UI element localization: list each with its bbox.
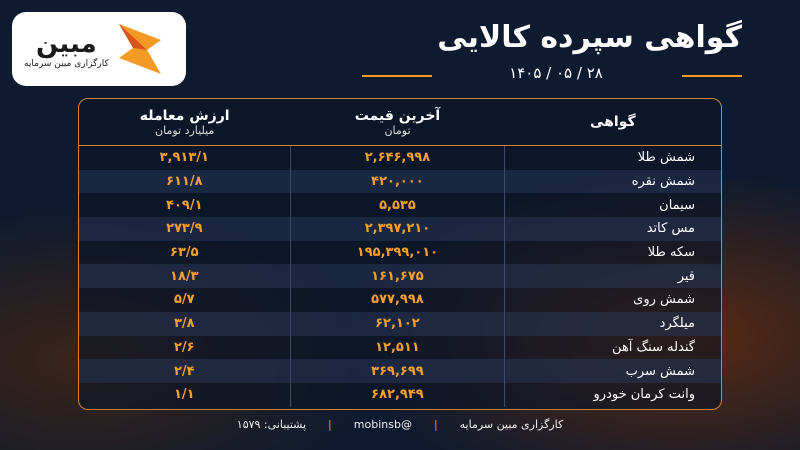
table-cell: ۴۲۰,۰۰۰: [289, 169, 506, 194]
table-cell: شمش طلا: [637, 150, 695, 166]
logo-subtitle: کارگزاری مبین سرمایه: [24, 59, 109, 69]
logo-text: مبین کارگزاری مبین سرمایه: [24, 29, 109, 69]
table-cell: وانت کرمان خودرو: [593, 387, 695, 403]
table-cell: ۵,۵۳۵: [289, 193, 506, 218]
table-cell: سکه طلا: [647, 245, 695, 261]
handle: @mobinsb: [353, 418, 412, 431]
table-cell: گندله سنگ آهن: [612, 339, 695, 355]
divider: [682, 75, 742, 77]
table-cell: ۵/۷: [174, 292, 195, 308]
logo-icon: [118, 24, 161, 74]
table-cell: ۴۰۹/۱: [166, 197, 203, 213]
divider: [362, 75, 432, 77]
broker: کارگزاری مبین سرمایه: [459, 418, 564, 431]
table-cell: ۳۶۹,۶۹۹: [289, 359, 506, 383]
column-header: ارزش معامله میلیارد تومان: [139, 107, 230, 137]
date: ۱۴۰۵ / ۰۵ / ۲۸: [509, 64, 603, 82]
table-row: قیر ۱۶۱,۶۷۵ ۱۸/۳: [79, 264, 721, 289]
column-header: آخرین قیمت تومان: [354, 107, 441, 137]
table-row: شمش طلا ۲,۶۴۶,۹۹۸ ۳,۹۱۳/۱: [79, 146, 721, 170]
table-header: گواهی آخرین قیمت تومان ارزش معامله میلیارد…: [79, 99, 721, 146]
table-row: میلگرد ۶۲,۱۰۲ ۳/۸: [79, 311, 721, 336]
title: گواهی سپرده کالایی: [437, 20, 742, 55]
column-header: گواهی: [590, 114, 636, 130]
table-cell: شمش نقره: [631, 174, 695, 190]
table-cell: ۶۳/۵: [170, 245, 199, 261]
table-row: سیمان ۵,۵۳۵ ۴۰۹/۱: [79, 193, 721, 218]
table-cell: ۱/۱: [174, 387, 195, 403]
table-cell: ۶۸۲,۹۴۹: [289, 382, 506, 407]
table-row: شمش روی ۵۷۷,۹۹۸ ۵/۷: [79, 288, 721, 312]
table-cell: ۲/۶: [174, 339, 195, 355]
table: گواهی آخرین قیمت تومان ارزش معامله میلیارد…: [78, 98, 722, 410]
table-cell: شمش روی: [633, 292, 695, 308]
footer: کارگزاری مبین سرمایه | @mobinsb | پشتیبانی…: [236, 418, 564, 431]
table-cell: ۱۹۵,۳۹۹,۰۱۰: [289, 240, 506, 265]
table-cell: ۵۷۷,۹۹۸: [289, 288, 506, 312]
table-cell: ۲/۴: [174, 363, 195, 379]
table-cell: ۶۲,۱۰۲: [289, 311, 506, 336]
table-row: سکه طلا ۱۹۵,۳۹۹,۰۱۰ ۶۳/۵: [79, 240, 721, 265]
table-row: شمش سرب ۳۶۹,۶۹۹ ۲/۴: [79, 359, 721, 383]
logo: مبین کارگزاری مبین سرمایه: [12, 12, 186, 86]
table-cell: ۳/۸: [174, 316, 195, 332]
table-row: شمش نقره ۴۲۰,۰۰۰ ۶۱۱/۸: [79, 169, 721, 194]
table-cell: ۳,۹۱۳/۱: [159, 150, 209, 166]
table-cell: سیمان: [659, 197, 695, 213]
table-cell: ۱۸/۳: [170, 268, 199, 284]
table-cell: ۱۶۱,۶۷۵: [289, 264, 506, 289]
logo-name: مبین: [36, 29, 97, 59]
table-cell: شمش سرب: [625, 363, 695, 379]
table-cell: ۶۱۱/۸: [166, 174, 203, 190]
table-row: مس کاتد ۲,۳۹۷,۲۱۰ ۲۷۳/۹: [79, 217, 721, 241]
table-cell: ۱۲,۵۱۱: [289, 335, 506, 360]
table-row: گندله سنگ آهن ۱۲,۵۱۱ ۲/۶: [79, 335, 721, 360]
support: پشتیبانی: ۱۵۷۹: [236, 418, 307, 431]
table-cell: میلگرد: [659, 316, 695, 332]
table-cell: مس کاتد: [646, 221, 695, 237]
table-cell: ۲,۳۹۷,۲۱۰: [289, 217, 506, 241]
table-cell: قیر: [677, 268, 695, 284]
table-cell: ۲,۶۴۶,۹۹۸: [289, 146, 506, 170]
table-body: شمش طلا ۲,۶۴۶,۹۹۸ ۳,۹۱۳/۱ شمش نقره ۴۲۰,۰۰۰ ۶۱…: [79, 146, 721, 407]
table-row: وانت کرمان خودرو ۶۸۲,۹۴۹ ۱/۱: [79, 382, 721, 407]
table-cell: ۲۷۳/۹: [166, 221, 203, 237]
